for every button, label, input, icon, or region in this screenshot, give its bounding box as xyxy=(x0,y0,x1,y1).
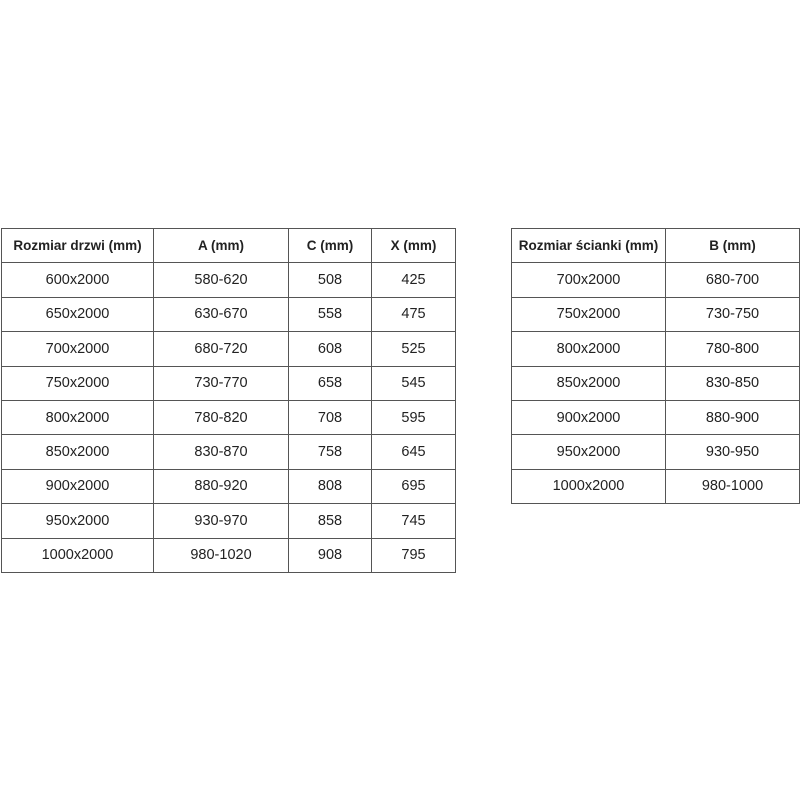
table-cell: 475 xyxy=(371,296,456,333)
table-cell: 700x2000 xyxy=(1,331,154,367)
table-cell: 730-770 xyxy=(153,365,289,401)
column-header: Rozmiar drzwi (mm) xyxy=(1,227,154,264)
table-row: 800x2000 780-820 708 595 xyxy=(1,399,456,436)
table-row: 850x2000 830-850 xyxy=(511,365,800,401)
table-row: 950x2000 930-950 xyxy=(511,434,800,470)
table-cell: 800x2000 xyxy=(1,399,154,436)
table-cell: 700x2000 xyxy=(511,262,666,298)
table-row: 900x2000 880-900 xyxy=(511,399,800,436)
table-cell: 980-1020 xyxy=(153,537,289,573)
table-cell: 930-950 xyxy=(665,434,800,470)
table-cell: 680-720 xyxy=(153,331,289,367)
table-cell: 680-700 xyxy=(665,262,800,298)
table-cell: 780-820 xyxy=(153,399,289,436)
column-header: C (mm) xyxy=(288,227,372,264)
table-cell: 608 xyxy=(288,331,372,367)
table-cell: 930-970 xyxy=(153,503,289,539)
table-cell: 800x2000 xyxy=(511,331,666,367)
table-cell: 808 xyxy=(288,468,372,505)
table-row: 700x2000 680-700 xyxy=(511,262,800,298)
table-cell: 880-900 xyxy=(665,399,800,436)
table-cell: 950x2000 xyxy=(1,503,154,539)
table-cell: 980-1000 xyxy=(665,468,800,505)
table-cell: 595 xyxy=(371,399,456,436)
table-row: 850x2000 830-870 758 645 xyxy=(1,434,456,470)
table-row: 650x2000 630-670 558 475 xyxy=(1,296,456,333)
table-cell: 950x2000 xyxy=(511,434,666,470)
table-row: 1000x2000 980-1000 xyxy=(511,468,800,505)
table-row: 900x2000 880-920 808 695 xyxy=(1,468,456,505)
table-header-row: Rozmiar ścianki (mm) B (mm) xyxy=(511,227,800,264)
table-cell: 425 xyxy=(371,262,456,298)
table-cell: 750x2000 xyxy=(1,365,154,401)
table-cell: 908 xyxy=(288,537,372,573)
table-cell: 750x2000 xyxy=(511,296,666,333)
table-cell: 1000x2000 xyxy=(511,468,666,505)
table-cell: 545 xyxy=(371,365,456,401)
table-cell: 745 xyxy=(371,503,456,539)
table-row: 800x2000 780-800 xyxy=(511,331,800,367)
table-cell: 880-920 xyxy=(153,468,289,505)
table-cell: 658 xyxy=(288,365,372,401)
table-cell: 850x2000 xyxy=(1,434,154,470)
table-cell: 900x2000 xyxy=(511,399,666,436)
door-size-table: Rozmiar drzwi (mm) A (mm) C (mm) X (mm) 600… xyxy=(1,227,456,573)
table-row: 750x2000 730-750 xyxy=(511,296,800,333)
table-cell: 780-800 xyxy=(665,331,800,367)
table-cell: 558 xyxy=(288,296,372,333)
column-header: X (mm) xyxy=(371,227,456,264)
table-cell: 708 xyxy=(288,399,372,436)
table-cell: 600x2000 xyxy=(1,262,154,298)
table-row: 700x2000 680-720 608 525 xyxy=(1,331,456,367)
table-cell: 630-670 xyxy=(153,296,289,333)
table-cell: 645 xyxy=(371,434,456,470)
table-cell: 830-850 xyxy=(665,365,800,401)
table-cell: 650x2000 xyxy=(1,296,154,333)
table-row: 950x2000 930-970 858 745 xyxy=(1,503,456,539)
table-cell: 850x2000 xyxy=(511,365,666,401)
table-cell: 900x2000 xyxy=(1,468,154,505)
table-cell: 795 xyxy=(371,537,456,573)
table-row: 750x2000 730-770 658 545 xyxy=(1,365,456,401)
table-cell: 730-750 xyxy=(665,296,800,333)
table-row: 600x2000 580-620 508 425 xyxy=(1,262,456,298)
table-cell: 830-870 xyxy=(153,434,289,470)
table-cell: 508 xyxy=(288,262,372,298)
column-header: Rozmiar ścianki (mm) xyxy=(511,227,666,264)
table-cell: 525 xyxy=(371,331,456,367)
table-header-row: Rozmiar drzwi (mm) A (mm) C (mm) X (mm) xyxy=(1,227,456,264)
table-cell: 695 xyxy=(371,468,456,505)
wall-size-table: Rozmiar ścianki (mm) B (mm) 700x2000 680-7… xyxy=(511,227,800,505)
column-header: A (mm) xyxy=(153,227,289,264)
table-cell: 758 xyxy=(288,434,372,470)
table-cell: 1000x2000 xyxy=(1,537,154,573)
table-cell: 858 xyxy=(288,503,372,539)
table-row: 1000x2000 980-1020 908 795 xyxy=(1,537,456,573)
table-cell: 580-620 xyxy=(153,262,289,298)
column-header: B (mm) xyxy=(665,227,800,264)
